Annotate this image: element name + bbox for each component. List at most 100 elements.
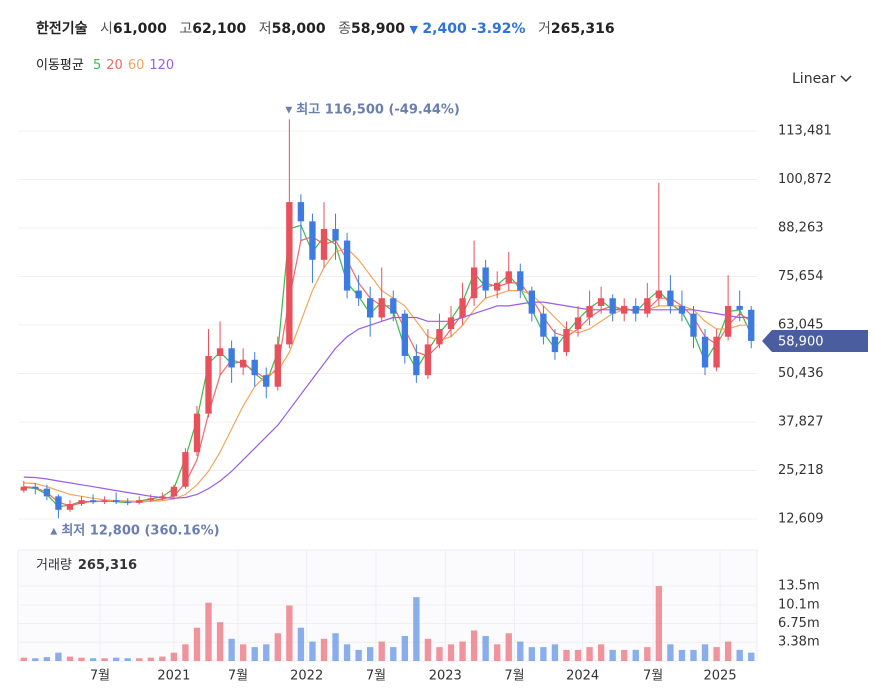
candle-body [390,298,397,314]
change: 2,400 [422,21,467,37]
volume-bar [701,644,709,661]
volume-bar [597,644,605,661]
value: 58,000 [271,21,326,37]
volume-bar [655,586,663,661]
candle-body [55,496,62,510]
ma-line [23,301,752,499]
volume-bar [101,658,108,661]
candle-body [332,229,339,241]
last-price-tag [762,329,868,352]
candle-body [748,309,755,341]
y-tick-label: 37,827 [778,414,824,429]
scale-toggle[interactable]: Linear [792,71,852,87]
candle-body [43,488,51,497]
y-tick-label: 63,045 [778,317,824,332]
candle-body [89,500,97,503]
last-price-label: 58,900 [778,334,824,349]
candle-body [621,305,628,314]
volume-bar [32,658,39,661]
value: 62,100 [192,21,247,37]
volume-bar [309,641,316,661]
volume-bar [482,636,489,661]
volume-bar [401,636,408,661]
volume-bar [609,649,616,661]
candle-body [724,305,732,337]
label: 거 [538,21,551,37]
candle-body [528,290,536,314]
volume-bar [517,641,524,661]
volume-bar [286,605,293,661]
volume-bar [736,649,743,661]
legend-entry[interactable]: 60 [127,58,145,73]
legend-entry[interactable]: 5 [92,58,102,73]
legend-entry[interactable]: 120 [149,58,175,73]
volume-bar [320,638,328,661]
candle-body [343,240,351,291]
volume-bar [436,647,443,661]
volume-bar [459,641,466,661]
ma-line [23,224,752,508]
legend-entry[interactable]: 20 [106,58,123,73]
text: 최고 116,500 (-49.44%) [296,102,460,117]
candle-body [297,202,305,222]
volume-bar [205,602,212,661]
candle-body [239,359,247,368]
x-tick-label: 2022 [290,669,323,684]
volume-bar [586,647,593,661]
candle-body [413,355,420,376]
candle-body [182,452,189,487]
volume-bar [713,647,720,661]
candle-body [494,282,501,291]
volume-bar [297,627,305,661]
volume-bar [621,649,628,661]
candle-body [159,496,166,499]
volume-bar [563,649,570,661]
y-tick-label: 12,609 [778,511,824,526]
header: 한전기술 시61,000 고62,100 저58,000 종58,900 ▼ 2… [36,18,615,38]
value: 61,000 [112,21,167,37]
volume-bar [332,633,339,661]
y-tick-label: 10.1m [778,597,820,612]
candle-body [263,375,270,387]
candle-body [136,500,143,503]
x-tick-label: 7월 [643,669,663,684]
candle-body [193,413,201,453]
candle-body [355,290,362,299]
y-tick-label: 100,872 [778,172,832,187]
x-tick-label: 2021 [157,669,190,684]
low-annotation: ▲ 최저 12,800 (360.16%) [50,523,219,538]
candle-body [401,313,408,356]
candle-body [540,313,547,337]
candle-body [170,486,178,497]
candle-body [101,500,108,503]
candle-body [424,344,432,376]
volume-bar [378,641,385,661]
label: 종 [338,21,351,37]
volume-bar [159,656,166,661]
volume-bar [55,652,62,661]
candle-body [667,290,674,306]
legend-title: 이동평균 [36,58,84,73]
volume-bar [251,647,258,661]
candle-body [517,271,524,291]
volume-bar [343,644,351,661]
candle-body [147,498,154,501]
volume-bar [424,638,432,661]
candle-body [32,486,39,489]
volume-bar [355,649,362,661]
candle-body [574,317,582,330]
volume-bar [89,658,97,661]
candle-body [505,271,512,283]
candle-body [274,344,281,387]
candle-body [470,267,478,299]
x-tick-label: 7월 [228,669,248,684]
label: 시 [99,21,113,37]
change-arrow: ▼ [409,23,418,36]
volume-bar [136,658,143,661]
y-tick-label: 88,263 [778,220,824,235]
candle-body [551,336,559,353]
volume-bar [748,652,755,661]
value: 265,316 [550,21,615,37]
